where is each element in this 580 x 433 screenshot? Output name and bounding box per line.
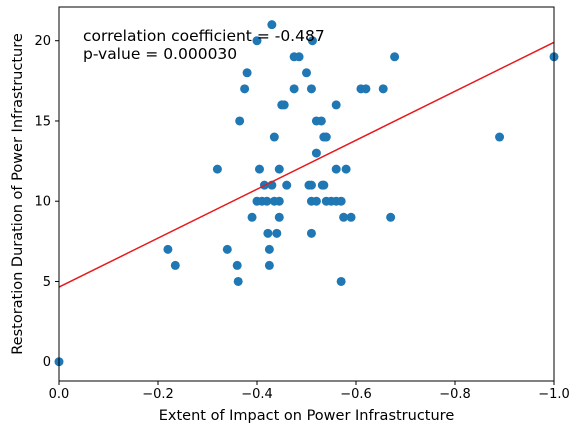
data-point bbox=[282, 180, 292, 190]
x-tick-label: −0.8 bbox=[439, 387, 471, 402]
y-axis-label: Restoration Duration of Power Infrastruc… bbox=[10, 33, 26, 355]
x-axis-ticks: 0.0 −0.2 −0.4 −0.6 −0.8 −1.0 bbox=[49, 381, 570, 402]
data-point bbox=[262, 196, 272, 206]
data-point bbox=[269, 132, 279, 142]
data-point bbox=[289, 84, 299, 94]
data-point bbox=[346, 212, 356, 222]
data-point bbox=[263, 228, 273, 238]
data-point bbox=[390, 52, 400, 62]
x-tick-label: 0.0 bbox=[49, 387, 70, 402]
data-point bbox=[163, 244, 173, 254]
annotation-correlation: correlation coefficient = -0.487 bbox=[83, 27, 325, 45]
data-point bbox=[307, 36, 317, 46]
data-point bbox=[386, 212, 396, 222]
data-point bbox=[242, 68, 252, 78]
data-point bbox=[336, 196, 346, 206]
data-point bbox=[306, 228, 316, 238]
y-tick-label: 20 bbox=[34, 34, 51, 49]
data-point bbox=[339, 212, 349, 222]
data-point bbox=[341, 164, 351, 174]
data-point bbox=[306, 84, 316, 94]
y-axis-ticks: 0 5 10 15 20 bbox=[34, 34, 59, 370]
data-point bbox=[316, 116, 326, 126]
data-point bbox=[235, 116, 245, 126]
x-tick-label: −1.0 bbox=[538, 387, 570, 402]
data-point bbox=[267, 20, 277, 30]
data-point bbox=[378, 84, 388, 94]
data-point bbox=[240, 84, 250, 94]
y-tick-label: 15 bbox=[34, 114, 51, 129]
y-tick-label: 5 bbox=[43, 275, 51, 290]
data-point bbox=[274, 164, 284, 174]
data-point bbox=[247, 212, 257, 222]
data-point bbox=[212, 164, 222, 174]
data-point bbox=[302, 68, 311, 78]
x-tick-label: −0.2 bbox=[142, 387, 174, 402]
annotation-p-value: p-value = 0.000030 bbox=[83, 45, 237, 63]
data-point bbox=[264, 244, 274, 254]
y-tick-label: 0 bbox=[43, 355, 51, 370]
data-point bbox=[495, 132, 505, 142]
data-point bbox=[279, 100, 289, 110]
data-point bbox=[311, 148, 321, 158]
data-point bbox=[361, 84, 371, 94]
data-point bbox=[311, 196, 321, 206]
data-point bbox=[274, 196, 284, 206]
data-point bbox=[331, 100, 341, 110]
plot-frame bbox=[58, 6, 555, 382]
x-tick-label: −0.6 bbox=[340, 387, 372, 402]
data-point bbox=[306, 180, 316, 190]
y-tick-label: 10 bbox=[34, 195, 51, 210]
data-point bbox=[274, 212, 284, 222]
data-point bbox=[336, 276, 346, 286]
data-point bbox=[294, 52, 304, 62]
data-point bbox=[170, 260, 180, 270]
data-point bbox=[321, 132, 331, 142]
data-point bbox=[254, 164, 264, 174]
data-point bbox=[252, 36, 262, 46]
data-point bbox=[272, 228, 282, 238]
data-point bbox=[232, 260, 242, 270]
x-tick-label: −0.4 bbox=[241, 387, 273, 402]
regression-line bbox=[58, 41, 555, 288]
data-point bbox=[331, 164, 341, 174]
data-point bbox=[319, 180, 329, 190]
data-point bbox=[222, 244, 232, 254]
plot-area bbox=[59, 7, 554, 381]
data-point bbox=[264, 260, 274, 270]
x-axis-label: Extent of Impact on Power Infrastructure bbox=[159, 408, 455, 424]
data-point bbox=[233, 276, 243, 286]
